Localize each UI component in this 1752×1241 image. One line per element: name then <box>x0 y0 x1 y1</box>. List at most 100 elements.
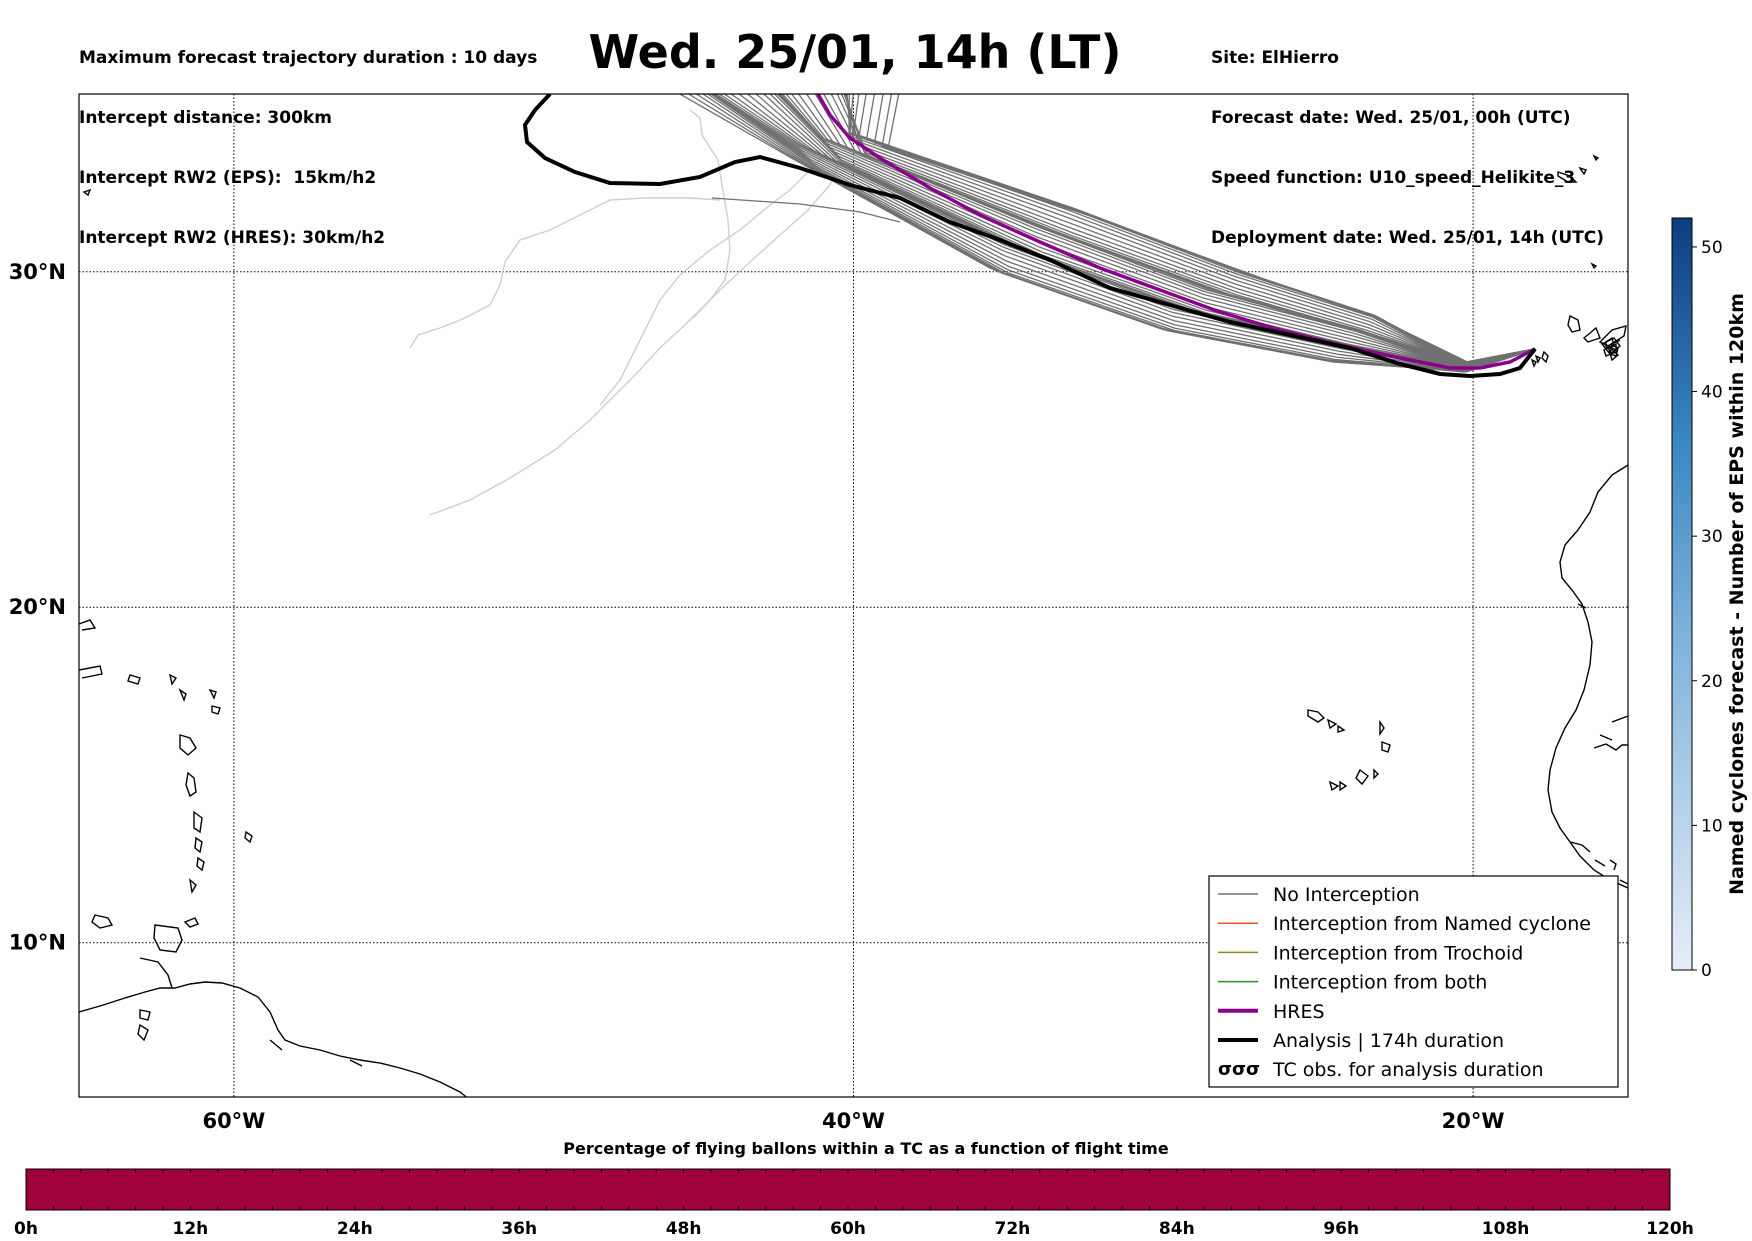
info-line-rw2-hres: Intercept RW2 (HRES): 30km/h2 <box>79 228 386 248</box>
island-leewards-1 <box>178 688 187 703</box>
trajectory-no-interception <box>846 94 1536 365</box>
island-cape-verde-2 <box>1326 718 1338 730</box>
flight-time-bar-fill <box>25 1168 1671 1211</box>
coast-guinea <box>1569 841 1606 867</box>
trajectories <box>409 94 1537 516</box>
trajectory-light <box>599 149 831 406</box>
legend-box <box>1208 875 1619 1088</box>
island-barbuda <box>208 688 217 700</box>
lat-label: 10°N <box>9 931 66 955</box>
coast-bijagos <box>1609 859 1628 885</box>
island-la-gomera <box>1530 358 1537 368</box>
flight-time-tick-label: 108h <box>1482 1219 1530 1239</box>
trajectory-analysis <box>522 94 1537 379</box>
legend-item-label: Interception from Trochoid <box>1273 942 1523 964</box>
flight-time-tick-label: 96h <box>1323 1219 1359 1239</box>
island-hispaniola-edge <box>79 619 97 631</box>
island-cape-verde-7 <box>1373 768 1379 780</box>
info-line-rw2-eps: Intercept RW2 (EPS): 15km/h2 <box>79 168 377 188</box>
colorbar-label: Named cyclones forecast - Number of EPS … <box>1726 293 1748 895</box>
forecast-parameters: Maximum forecast trajectory duration : 1… <box>79 8 537 268</box>
flight-time-tick-label: 12h <box>173 1219 209 1239</box>
coastlines <box>79 154 1628 1097</box>
trajectory-no-interception <box>806 94 1536 367</box>
coast-senegal <box>1593 743 1628 751</box>
island-puerto-rico <box>79 665 103 679</box>
island-azores-west <box>82 188 92 197</box>
island-canaries-1 <box>1567 314 1581 333</box>
legend-item-label: Analysis | 174h duration <box>1273 1030 1504 1052</box>
island-el-hierro <box>1534 354 1541 364</box>
island-guadeloupe <box>179 734 197 756</box>
island-abc-2 <box>137 1023 149 1042</box>
island-abc-1 <box>139 1009 151 1021</box>
trajectory-no-interception <box>747 94 1536 370</box>
flight-time-bar-title: Percentage of flying ballons within a TC… <box>563 1139 1169 1158</box>
trajectory-no-interception <box>707 94 1536 372</box>
trajectory-light <box>429 159 841 516</box>
colorbar-tick-label: 10 <box>1701 816 1723 836</box>
coast-guyana <box>269 1039 363 1067</box>
legend-item-label: HRES <box>1273 1001 1325 1023</box>
island-antigua <box>211 705 221 715</box>
trajectory-no-interception <box>712 94 1536 372</box>
trajectory-no-interception <box>755 94 1536 370</box>
info-line-intercept-distance: Intercept distance: 300km <box>79 108 332 128</box>
island-margarita <box>91 914 114 929</box>
site-parameters: Site: ElHierro Forecast date: Wed. 25/01… <box>1211 8 1604 268</box>
legend-item-label: No Interception <box>1273 884 1420 906</box>
island-tobago <box>183 917 199 928</box>
map-content <box>79 94 1628 1097</box>
trajectory-no-interception <box>769 94 1536 369</box>
axis-labels: 30°N 20°N 10°N 60°W 40°W 20°W <box>9 260 1505 1133</box>
info-line-speed-function: Speed function: U10_speed_Helikite_3 <box>1211 168 1576 188</box>
trajectory-no-interception <box>712 94 1536 372</box>
info-line-duration: Maximum forecast trajectory duration : 1… <box>79 48 538 68</box>
colorbar: 0 10 20 30 40 50 Named cyclones forecast - Num… <box>1671 217 1748 981</box>
tc-obs-symbol-icon: σσσ <box>1218 1059 1260 1080</box>
trajectory-hres <box>816 94 1536 370</box>
colorbar-tick-label: 0 <box>1701 961 1712 981</box>
island-cape-verde-9 <box>1339 780 1348 792</box>
coast-paria <box>139 957 173 989</box>
island-trinidad <box>153 924 183 953</box>
trajectory-no-interception <box>791 94 1536 367</box>
colorbar-tick-label: 30 <box>1701 527 1723 547</box>
lat-label: 20°N <box>9 595 66 619</box>
island-cape-verde-1 <box>1307 709 1326 723</box>
trajectory-no-interception <box>830 94 1536 366</box>
colorbar-tick-label: 50 <box>1701 238 1723 258</box>
island-cape-verde-3 <box>1337 724 1346 733</box>
trajectory-no-interception <box>887 94 1536 363</box>
flight-time-tick-label: 120h <box>1646 1219 1694 1239</box>
flight-time-tick-label: 60h <box>830 1219 866 1239</box>
trajectory-no-interception <box>712 94 1536 371</box>
trajectory-no-interception <box>852 94 1536 364</box>
island-east-big <box>1600 337 1621 355</box>
island-porto-santo <box>1578 166 1587 176</box>
island-la-palma <box>1541 350 1549 364</box>
flight-time-tick-label: 72h <box>995 1219 1031 1239</box>
island-cape-verde-4 <box>1379 719 1385 737</box>
island-cape-verde-6 <box>1355 768 1369 786</box>
coast-africa <box>1547 464 1628 889</box>
map-title: Wed. 25/01, 14h (LT) <box>588 25 1122 79</box>
island-barbados <box>244 830 253 844</box>
trajectory-no-interception <box>763 94 1536 370</box>
legend: No Interception Interception from Named c… <box>1208 875 1619 1088</box>
colorbar-tick-label: 20 <box>1701 672 1723 692</box>
island-cape-verde-8 <box>1328 780 1340 792</box>
island-grenada <box>188 878 197 895</box>
island-dominica <box>185 771 197 798</box>
legend-item-label: TC obs. for analysis duration <box>1272 1059 1544 1081</box>
flight-time-tick-label: 24h <box>337 1219 373 1239</box>
island-st-vincent <box>196 856 205 872</box>
lat-label: 30°N <box>9 260 66 284</box>
trajectory-no-interception <box>836 94 1536 366</box>
flight-time-tick-label: 0h <box>14 1219 38 1239</box>
map-frame <box>78 93 1629 1098</box>
flight-time-bar: Percentage of flying ballons within a TC… <box>14 1139 1694 1239</box>
island-canaries-2 <box>1582 326 1601 343</box>
flight-time-tick-label: 36h <box>501 1219 537 1239</box>
